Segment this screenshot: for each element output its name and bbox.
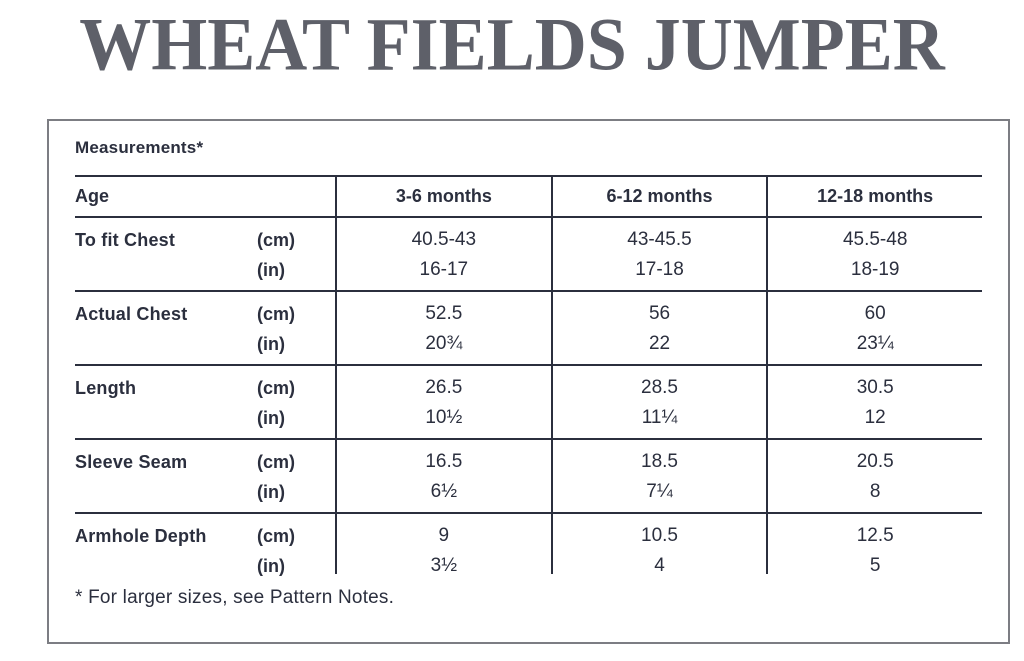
value-cell: 18.5 7¼ [550, 440, 767, 512]
value-cm: 56 [648, 303, 671, 324]
value-cm: 28.5 [641, 377, 678, 398]
value-in: 16-17 [419, 259, 469, 280]
unit-label-in: (in) [257, 408, 285, 428]
value-in: 11¼ [641, 407, 678, 428]
value-cell: 45.5-48 18-19 [766, 218, 982, 290]
column-header-size-3: 12-18 months [766, 177, 982, 216]
page-title: WHEAT FIELDS JUMPER [79, 3, 945, 87]
value-cm: 60 [864, 303, 886, 324]
value-cell: 26.5 10½ [335, 366, 551, 438]
value-in: 18-19 [850, 259, 900, 280]
value-cm: 30.5 [856, 377, 894, 398]
value-cm: 12.5 [856, 525, 894, 546]
unit-labels: (cm) (in) [257, 373, 307, 438]
row-header-cell: Armhole Depth (cm) (in) [75, 514, 335, 576]
row-header-cell: To fit Chest (cm) (in) [75, 218, 335, 290]
unit-labels: (cm) (in) [257, 225, 307, 290]
value-cm: 10.5 [641, 525, 678, 546]
value-cm: 18.5 [641, 451, 678, 472]
column-header-size-2: 6-12 months [550, 177, 767, 216]
unit-label-cm: (cm) [257, 304, 296, 324]
row-label: Sleeve Seam [75, 452, 188, 472]
value-in: 4 [654, 555, 665, 576]
row-header-cell: Actual Chest (cm) (in) [75, 292, 335, 364]
value-cm: 52.5 [425, 303, 463, 324]
value-cm: 20.5 [856, 451, 894, 472]
unit-label-cm: (cm) [257, 378, 296, 398]
value-cell: 30.5 12 [766, 366, 982, 438]
value-cell: 20.5 8 [766, 440, 982, 512]
unit-label-in: (in) [257, 334, 285, 354]
value-cm: 9 [438, 525, 450, 546]
value-in: 8 [869, 481, 881, 502]
value-cell: 10.5 4 [550, 514, 767, 576]
table-header-row: Age 3-6 months 6-12 months 12-18 months [75, 175, 982, 218]
value-in: 23¼ [856, 333, 894, 354]
value-cell: 9 3½ [335, 514, 551, 576]
table-row: Actual Chest (cm) (in) 52.5 20¾ 56 22 60 [75, 292, 982, 366]
row-header-cell: Sleeve Seam (cm) (in) [75, 440, 335, 512]
value-cell: 40.5-43 16-17 [335, 218, 551, 290]
footnote: * For larger sizes, see Pattern Notes. [75, 587, 395, 608]
row-label: Armhole Depth [75, 526, 207, 546]
value-in: 5 [869, 555, 881, 576]
value-cell: 56 22 [550, 292, 767, 364]
table-row: To fit Chest (cm) (in) 40.5-43 16-17 43-… [75, 218, 982, 292]
value-in: 12 [864, 407, 886, 428]
column-header-age: Age [75, 186, 335, 207]
unit-label-cm: (cm) [257, 230, 296, 250]
unit-label-in: (in) [257, 482, 285, 502]
value-in: 3½ [430, 555, 458, 576]
row-label: Actual Chest [75, 304, 188, 324]
value-in: 10½ [425, 407, 463, 428]
value-cm: 16.5 [425, 451, 463, 472]
value-cell: 28.5 11¼ [550, 366, 767, 438]
table-row: Armhole Depth (cm) (in) 9 3½ 10.5 4 12.5 [75, 514, 982, 576]
row-header-cell: Length (cm) (in) [75, 366, 335, 438]
unit-labels: (cm) (in) [257, 299, 307, 364]
value-cm: 43-45.5 [627, 229, 692, 250]
value-in: 17-18 [635, 259, 684, 280]
value-in: 20¾ [425, 333, 463, 354]
unit-labels: (cm) (in) [257, 447, 307, 512]
value-cell: 16.5 6½ [335, 440, 551, 512]
size-table: Age 3-6 months 6-12 months 12-18 months … [75, 175, 982, 576]
column-header-size-1: 3-6 months [335, 177, 551, 216]
unit-label-in: (in) [257, 556, 285, 576]
unit-label-cm: (cm) [257, 452, 296, 472]
value-cell: 43-45.5 17-18 [550, 218, 767, 290]
value-in: 6½ [430, 481, 458, 502]
column-header-label: Age [75, 186, 110, 206]
value-in: 22 [648, 333, 671, 354]
value-cell: 60 23¼ [766, 292, 982, 364]
value-cm: 26.5 [425, 377, 463, 398]
value-cell: 52.5 20¾ [335, 292, 551, 364]
unit-labels: (cm) (in) [257, 521, 307, 576]
table-row: Sleeve Seam (cm) (in) 16.5 6½ 18.5 7¼ 20… [75, 440, 982, 514]
value-cm: 45.5-48 [842, 229, 908, 250]
value-cell: 12.5 5 [766, 514, 982, 576]
measurements-panel: Measurements* Age 3-6 months 6-12 months… [47, 119, 1010, 644]
unit-label-in: (in) [257, 260, 285, 280]
row-label: To fit Chest [75, 230, 176, 250]
table-row: Length (cm) (in) 26.5 10½ 28.5 11¼ 30.5 [75, 366, 982, 440]
value-in: 7¼ [646, 481, 673, 502]
unit-label-cm: (cm) [257, 526, 296, 546]
value-cm: 40.5-43 [411, 229, 477, 250]
row-label: Length [75, 378, 137, 398]
measurements-heading: Measurements* [75, 138, 204, 157]
